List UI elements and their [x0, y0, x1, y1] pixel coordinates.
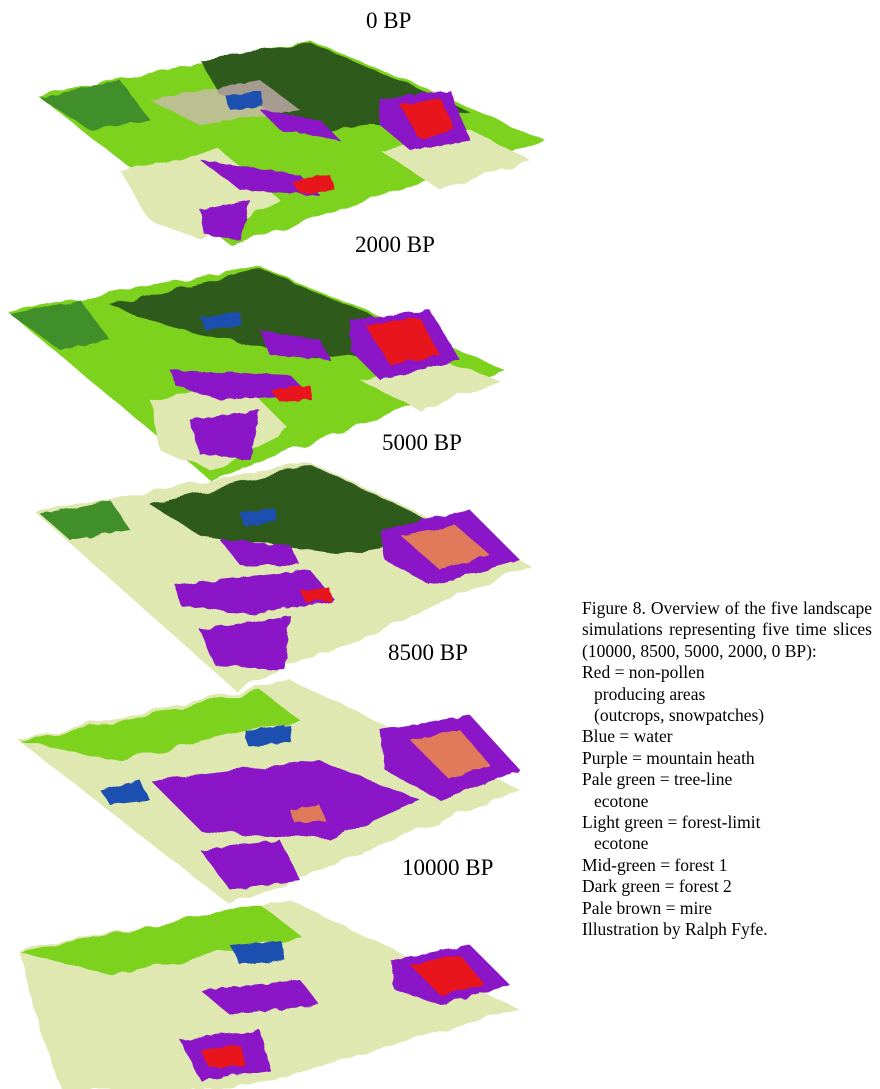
legend-entry: Blue = water — [582, 726, 872, 747]
legend-entry: Purple = mountain heath — [582, 748, 872, 769]
legend-entry-text: Red = non-pollen — [582, 662, 705, 683]
legend-entry-text: Blue = water — [582, 726, 673, 747]
terrain-8500bp — [18, 680, 520, 905]
legend-entry: Red = non-pollen producing areas (outcrops… — [582, 662, 872, 726]
legend-entry-text: Mid-green = forest 1 — [582, 854, 728, 875]
terrain-2000bp — [8, 266, 505, 480]
legend-entry: Pale brown = mire — [582, 898, 872, 919]
legend-entry-text: Pale green = tree-line — [582, 769, 733, 790]
caption-lead: Figure 8. Overview of the five landscape… — [582, 598, 872, 661]
legend-entry-continuation: producing areas — [594, 683, 706, 704]
legend-entry: Mid-green = forest 1 — [582, 855, 872, 876]
legend-entry-continuation: (outcrops, snowpatches) — [594, 705, 765, 726]
legend-entry: Pale green = tree-line ecotone — [582, 769, 872, 812]
legend-entry-text: Purple = mountain heath — [582, 747, 755, 768]
legend-entry-text: Dark green = forest 2 — [582, 876, 732, 897]
terrain-0bp — [38, 40, 545, 246]
slice-label-10000bp: 10000 BP — [402, 855, 494, 880]
legend-entry-continuation: ecotone — [594, 790, 649, 811]
slice-label-0bp: 0 BP — [366, 8, 412, 33]
illustration-credit: Illustration by Ralph Fyfe. — [582, 919, 768, 940]
legend-entry: Dark green = forest 2 — [582, 876, 872, 897]
slice-label-2000bp: 2000 BP — [355, 232, 435, 257]
slice-label-8500bp: 8500 BP — [388, 640, 468, 665]
legend: Red = non-pollen producing areas (outcrops… — [582, 662, 872, 919]
terrain-10000bp — [18, 900, 520, 1089]
figure-caption: Figure 8. Overview of the five landscape… — [582, 598, 872, 941]
slice-label-5000bp: 5000 BP — [382, 430, 462, 455]
legend-entry-text: Light green = forest-limit — [582, 812, 761, 833]
legend-entry: Light green = forest-limit ecotone — [582, 812, 872, 855]
legend-entry-continuation: ecotone — [594, 833, 649, 854]
legend-entry-text: Pale brown = mire — [582, 897, 712, 918]
terrain-5000bp — [35, 462, 530, 690]
